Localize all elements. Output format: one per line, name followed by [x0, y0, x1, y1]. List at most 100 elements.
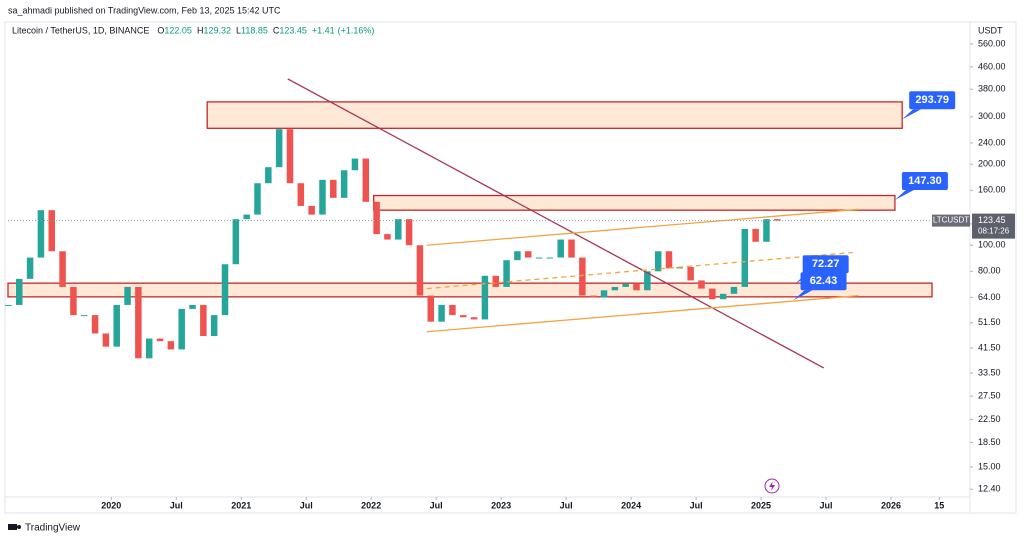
price-label: 62.43 [810, 275, 838, 287]
y-tick-label: 160.00 [978, 185, 1006, 195]
candle [26, 257, 34, 279]
ohlc-key: C [273, 25, 280, 35]
candle [167, 341, 175, 350]
x-tick-label: Jul [820, 500, 833, 510]
candle [611, 286, 619, 291]
y-tick-label: 460.00 [978, 61, 1006, 71]
price-badge-bg [972, 213, 1015, 239]
candle [48, 210, 55, 252]
candle [600, 290, 608, 298]
candle [275, 129, 283, 168]
candle [156, 338, 164, 342]
candle [579, 257, 586, 296]
event-bolt [769, 481, 775, 491]
candle [514, 251, 521, 261]
candle [232, 219, 240, 265]
candle [178, 308, 185, 350]
x-tick-label: Jul [560, 500, 573, 510]
candle [243, 214, 250, 220]
price-label-bg [802, 255, 849, 274]
candle [665, 251, 673, 269]
candle [16, 278, 23, 305]
x-tick-label: Jul [170, 500, 183, 510]
ohlc-key: H [197, 25, 204, 35]
candle [340, 170, 348, 198]
candle [70, 286, 77, 316]
ohlc-value: 118.85 [241, 25, 268, 35]
candle [405, 219, 413, 246]
y-tick-label: 380.00 [978, 84, 1006, 94]
change: +1.41 [312, 25, 335, 35]
candle [459, 315, 467, 318]
y-tick-label: 27.50 [978, 390, 1001, 400]
price-label: 293.79 [915, 94, 949, 106]
price-label-pointer [894, 189, 914, 200]
candle [741, 228, 749, 287]
candle [557, 239, 564, 258]
x-tick-label: Jul [430, 500, 443, 510]
candle [709, 288, 716, 300]
candle [438, 304, 445, 322]
candle [254, 183, 261, 215]
candle [763, 219, 770, 242]
x-tick-label: 2022 [361, 500, 381, 510]
ohlc-value: 129.32 [203, 25, 231, 35]
frame [4, 21, 1017, 514]
y-tick-label: 18.50 [978, 437, 1001, 447]
candle [622, 283, 629, 287]
x-tick-label: 2026 [881, 500, 901, 510]
y-tick-label: 300.00 [978, 111, 1006, 121]
candle [589, 295, 597, 298]
trend-line [426, 294, 859, 333]
candle [286, 129, 294, 184]
candle [416, 245, 424, 296]
candle [568, 239, 575, 258]
candle [330, 179, 337, 198]
x-tick-label: 2024 [621, 500, 641, 510]
x-tick-label: Jul [300, 500, 313, 510]
candle [470, 317, 478, 320]
y-tick-label: 100.00 [978, 240, 1006, 250]
candle [59, 251, 66, 287]
countdown: 08:17:26 [978, 227, 1010, 236]
x-tick-label: 2023 [491, 500, 511, 510]
candle [654, 251, 662, 272]
price-label-bg [909, 91, 956, 110]
candle [5, 304, 12, 306]
ohlc-key: L [236, 25, 241, 35]
currency: USDT [978, 25, 1003, 35]
y-tick-label: 64.00 [978, 292, 1001, 302]
symbol-badge: LTCUSDT [933, 216, 969, 225]
trend-line [287, 78, 825, 369]
y-tick-label: 80.00 [978, 266, 1001, 276]
candle [503, 260, 510, 287]
ohlc-key: O [157, 25, 164, 35]
x-tick-label: 2021 [231, 500, 251, 510]
symbol-badge-bg [932, 214, 970, 227]
zone [206, 101, 903, 129]
symbol-title: Litecoin / TetherUS, 1D, BINANCE [12, 25, 149, 35]
change-pct: (+1.16%) [338, 25, 375, 35]
candle [492, 275, 499, 287]
price-label-bg [800, 272, 847, 291]
candle [200, 304, 207, 336]
x-tick-label: Jul [690, 500, 703, 510]
candle [113, 304, 120, 347]
candle [687, 267, 694, 281]
ohlc-value: 122.05 [164, 25, 192, 35]
y-tick-label: 51.50 [978, 317, 1001, 327]
candle [265, 167, 272, 184]
ohlc-value: 123.45 [279, 25, 307, 35]
candle [308, 205, 315, 215]
y-tick-label: 22.50 [978, 414, 1001, 424]
candle [362, 158, 370, 202]
candle [535, 257, 543, 259]
y-tick-label: 200.00 [978, 159, 1006, 169]
price-label: 72.27 [812, 258, 840, 270]
candle [384, 234, 391, 240]
last-price: 123.45 [978, 215, 1006, 225]
candle [633, 283, 640, 291]
